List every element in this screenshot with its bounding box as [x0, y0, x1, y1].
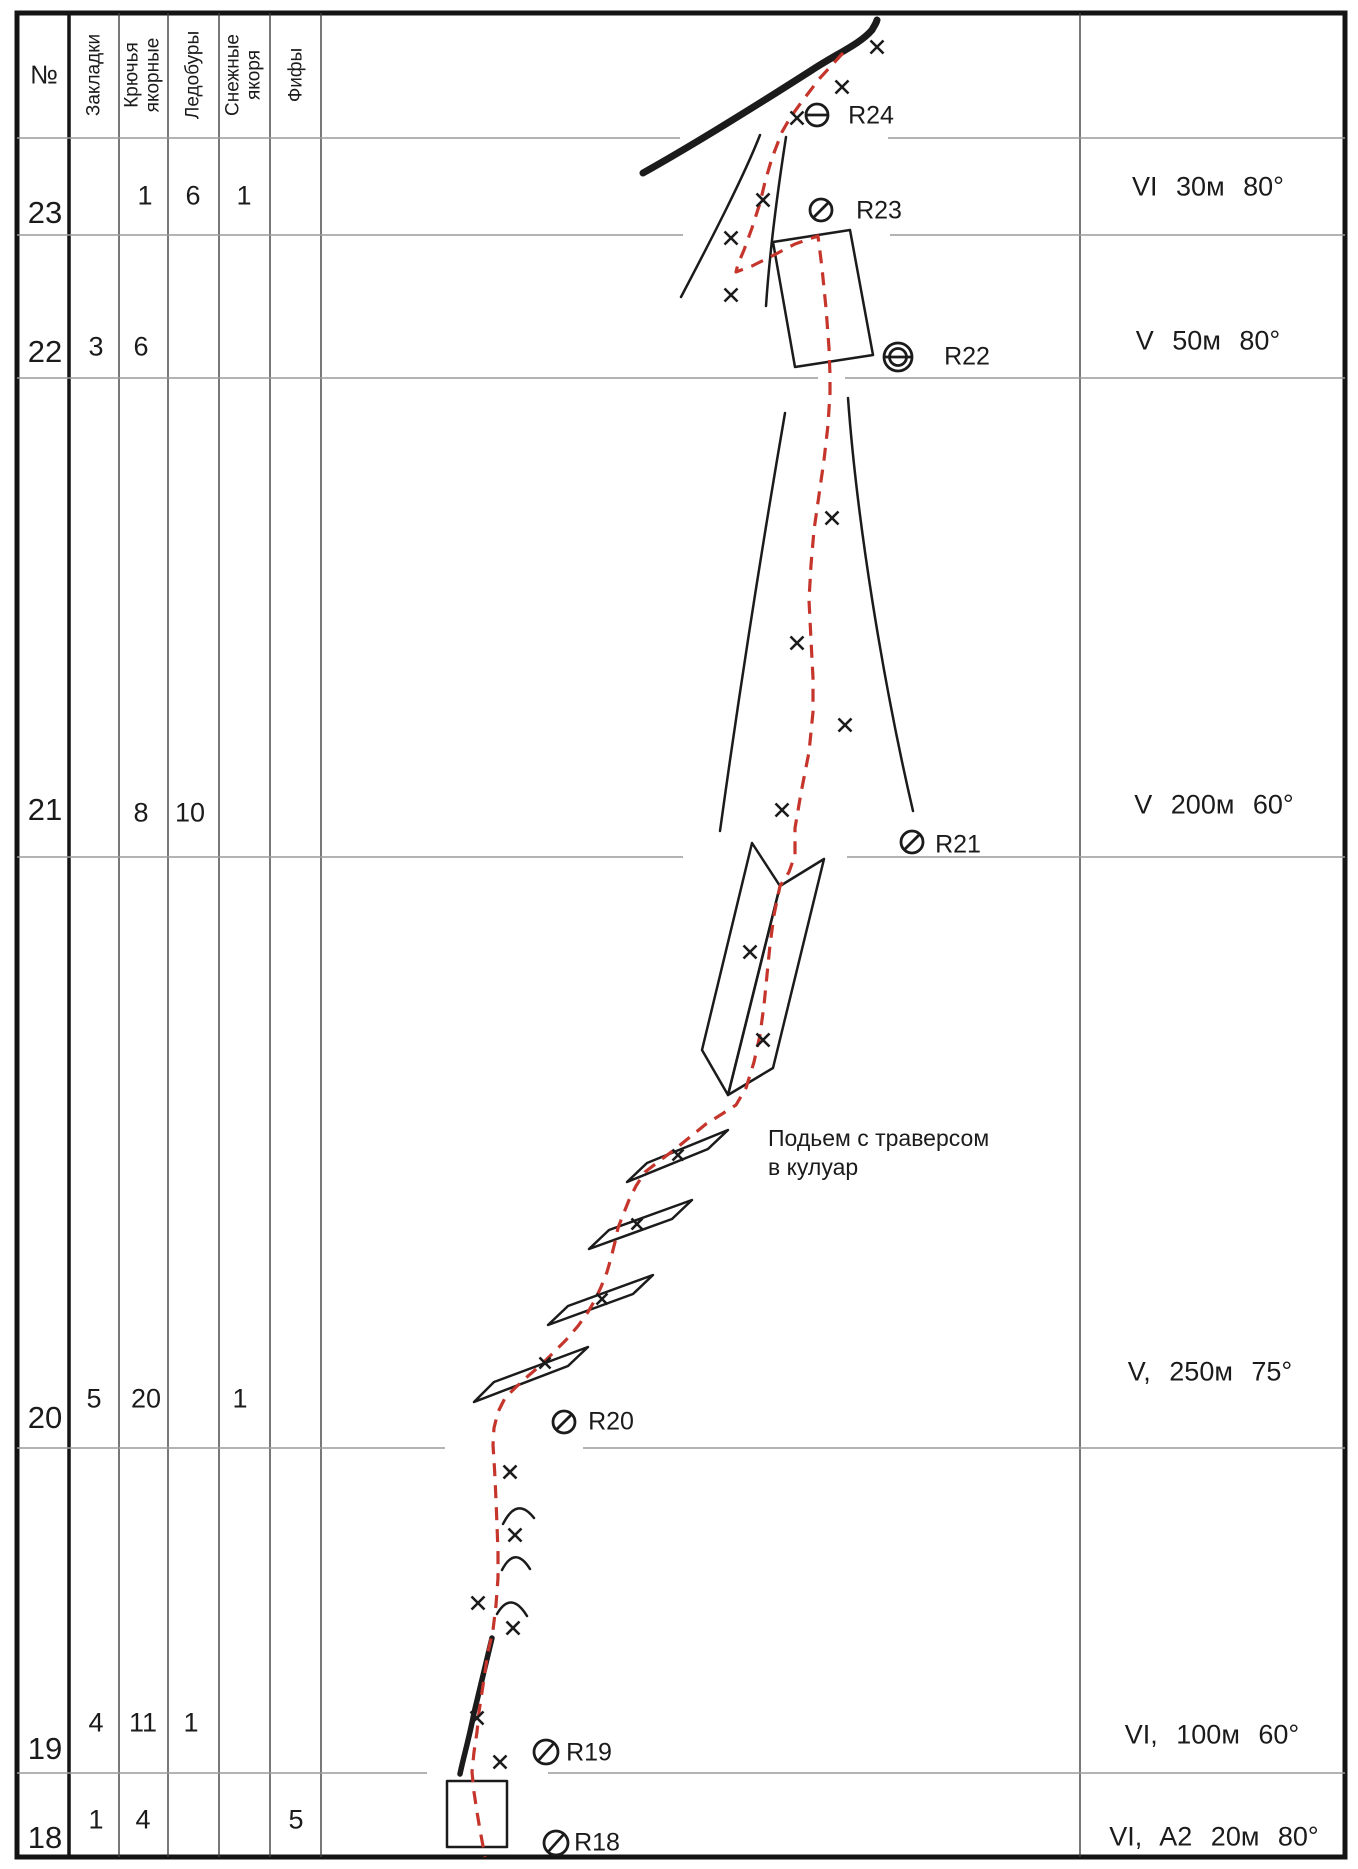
couloir-traverse-note: Подьем с траверсом в кулуар	[768, 1125, 990, 1180]
couloir-left-edge	[718, 411, 787, 833]
grade-pitch-21: V 200м 60°	[1134, 789, 1294, 820]
belay-symbol-r20	[551, 1409, 577, 1435]
cell-19-ledobury: 1	[183, 1707, 199, 1738]
belay-symbols	[532, 102, 925, 1857]
header-snezhnye: Снежные якоря	[222, 34, 265, 116]
belay-label-r24: R24	[848, 101, 894, 130]
outer-border	[14, 10, 1348, 1860]
snow-ramp-2	[587, 1198, 694, 1251]
cell-22-zakladki: 3	[88, 331, 104, 362]
column-lines	[118, 13, 1081, 1857]
overhang-arc-3	[495, 1601, 529, 1618]
snow-ramp-1	[625, 1128, 730, 1184]
cell-23-kryuchya: 1	[137, 180, 153, 211]
grade-pitch-22: V 50м 80°	[1135, 325, 1281, 356]
belay-label-r20: R20	[588, 1407, 634, 1436]
pitch-number-20: 20	[27, 1400, 63, 1435]
cell-18-zakladki: 1	[88, 1804, 104, 1835]
belay-label-r19: R19	[566, 1738, 612, 1767]
crack-line-bold	[457, 1635, 495, 1777]
belay-label-r21: R21	[935, 830, 981, 859]
belay-label-r22: R22	[944, 342, 990, 371]
header-kryuchya: Крючья якорные	[121, 37, 164, 113]
couloir-right-edge	[846, 396, 915, 813]
snow-ramp-3	[546, 1273, 655, 1327]
grade-pitch-19: VI, 100м 60°	[1124, 1719, 1300, 1750]
cell-19-kryuchya: 11	[128, 1707, 158, 1738]
belay-label-r18: R18	[574, 1828, 620, 1857]
upper-couloir-left-edge	[679, 133, 762, 299]
overhang-arc-2	[500, 1556, 532, 1572]
snow-patch-square	[445, 1779, 509, 1849]
row-lines	[17, 137, 1345, 1774]
pitch-number-19: 19	[27, 1731, 63, 1766]
grade-pitch-23: VI 30м 80°	[1132, 171, 1284, 202]
snow-ramp-4	[472, 1345, 590, 1404]
table-grid	[14, 10, 1348, 1860]
header-num: №	[30, 59, 58, 90]
header-zakladki: Закладки	[83, 33, 105, 117]
cell-21-ledobury: 10	[174, 797, 206, 828]
grade-pitch-20: V, 250м 75°	[1127, 1356, 1293, 1387]
rock-features	[445, 16, 915, 1849]
piton-x-marks	[469, 39, 885, 1770]
cell-20-zakladki: 5	[86, 1383, 102, 1414]
pitch-number-18: 18	[27, 1820, 63, 1855]
rock-block-r22	[771, 228, 875, 369]
pitch-number-21: 21	[27, 792, 63, 827]
cell-19-zakladki: 4	[88, 1707, 104, 1738]
belay-symbol-r23	[808, 197, 834, 223]
belay-symbol-r22	[882, 341, 914, 373]
cell-22-kryuchya: 6	[133, 331, 149, 362]
cell-23-snezhnye: 1	[236, 180, 252, 211]
pillar-right-face	[726, 857, 826, 1097]
route-dashed-line	[470, 51, 845, 1858]
belay-symbol-r21	[899, 829, 925, 855]
header-fify: Фифы	[285, 47, 307, 103]
upper-couloir-right-edge	[764, 135, 788, 308]
cell-21-kryuchya: 8	[133, 797, 149, 828]
belay-symbol-r24	[804, 102, 830, 128]
cell-23-ledobury: 6	[185, 180, 201, 211]
cell-18-fify: 5	[288, 1804, 304, 1835]
header-ledobury: Ледобуры	[182, 30, 204, 120]
cell-20-snezhnye: 1	[232, 1383, 248, 1414]
cell-20-kryuchya: 20	[130, 1383, 162, 1414]
cell-18-kryuchya: 4	[135, 1804, 151, 1835]
belay-symbol-r18	[542, 1829, 570, 1857]
belay-symbol-r19	[532, 1738, 560, 1766]
grade-pitch-18: VI, A2 20м 80°	[1109, 1821, 1319, 1852]
pitch-number-23: 23	[27, 195, 63, 230]
belay-label-r23: R23	[856, 196, 902, 225]
pitch-number-22: 22	[27, 334, 63, 369]
overhang-arc-1	[501, 1507, 536, 1526]
summit-ridge-line	[639, 16, 881, 177]
